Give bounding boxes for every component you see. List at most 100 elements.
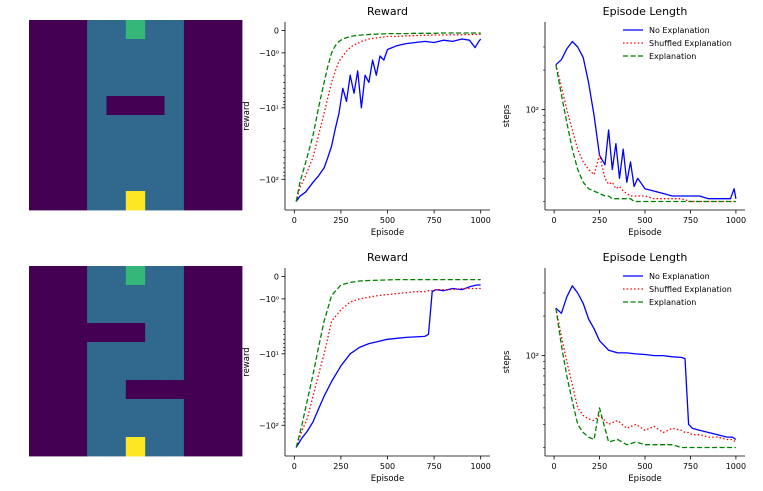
maze-cell [67,285,88,305]
series-line-no-explanation [555,285,737,441]
maze-cell [67,172,88,192]
maze-cell [222,39,243,59]
maze-cell [164,266,185,286]
maze-cell [203,153,224,173]
maze-cell [48,361,69,381]
y-axis-label: steps [502,350,512,373]
y-tick-label: 0 [274,27,279,36]
maze-cell [67,304,88,324]
maze-cell [222,58,243,78]
maze-cell [87,39,107,59]
y-tick-label: −10² [259,175,279,184]
y-axis-label: steps [502,104,512,127]
maze-cell [29,304,49,324]
maze-cell [145,361,165,381]
maze-cell [183,399,204,419]
series-line-shuffled-explanation [555,64,736,203]
maze-cell [48,418,69,438]
maze-cell [67,361,88,381]
maze-cell [87,115,107,135]
maze-cell [106,437,127,457]
maze-cell [106,380,127,400]
x-tick-label: 750 [683,462,698,471]
maze-cell [183,58,204,78]
maze-cell [87,380,107,400]
maze-cell [183,418,204,438]
legend-label: Explanation [649,298,696,307]
maze-cell [203,191,224,211]
maze-cell [164,172,185,192]
maze-cell [222,266,243,286]
maze-cell [87,96,107,116]
maze-cell [48,172,69,192]
maze-cell [106,399,127,419]
maze-cell [164,304,185,324]
maze-cell [29,20,49,40]
series-line-explanation [555,308,736,449]
y-tick-label: −10² [259,421,279,430]
maze-cell [145,115,165,135]
maze-cell [125,266,146,286]
series-line-explanation [295,278,481,448]
maze-cell [29,134,49,154]
series-line-shuffled-explanation [295,33,481,202]
maze-cell [145,134,165,154]
maze-cell [203,285,224,305]
reward-chart-2: Reward Episode reward 0 250 500 750 1000 0 −10⁰ −1… [242,251,491,484]
x-tick-label: 1000 [726,216,746,225]
maze-cell [203,437,224,457]
maze-cell [222,304,243,324]
maze-cell [29,266,49,286]
maze-cell [164,58,185,78]
maze-cell [48,380,69,400]
maze-cell [164,39,185,59]
maze-cell [125,380,146,400]
maze-cell [48,153,69,173]
maze-cell [125,77,146,97]
maze-cell [125,134,146,154]
maze-cell [87,418,107,438]
maze-cell [125,437,146,457]
maze-cell [164,399,185,419]
maze-cell [87,266,107,286]
series-line-shuffled-explanation [555,307,737,443]
chart-title: Episode Length [603,5,688,18]
maze-cell [125,399,146,419]
maze-cell [222,361,243,381]
y-tick-label: −10¹ [259,104,279,113]
maze-cell [183,285,204,305]
maze-cell [183,20,204,40]
series-line-explanation [295,32,481,202]
x-tick-label: 750 [426,462,441,471]
maze-cell [48,96,69,116]
maze-cell [222,153,243,173]
maze-cell [125,172,146,192]
maze-cell [145,153,165,173]
maze-cell [87,20,107,40]
maze-cell [48,39,69,59]
y-tick-label: 10² [526,106,539,115]
maze-cell [125,191,146,211]
maze-cell [183,96,204,116]
maze-cell [67,418,88,438]
maze-cell [67,20,88,40]
x-tick-label: 1000 [471,462,491,471]
maze-cell [145,399,165,419]
episode-length-chart-1: Episode Length Episode steps 0 250 500 750 1000… [502,5,746,238]
maze-cell [183,39,204,59]
maze-cell [29,96,49,116]
maze-cell [29,39,49,59]
maze-cell [29,418,49,438]
maze-cell [29,323,49,343]
maze-cell [203,266,224,286]
maze-cell [67,266,88,286]
maze-cell [48,285,69,305]
maze-cell [203,380,224,400]
maze-cell [106,323,127,343]
maze-cell [29,437,49,457]
maze-cell [183,134,204,154]
x-tick-label: 250 [333,462,348,471]
maze-cell [145,172,165,192]
maze-cell [164,380,185,400]
maze-cell [164,285,185,305]
